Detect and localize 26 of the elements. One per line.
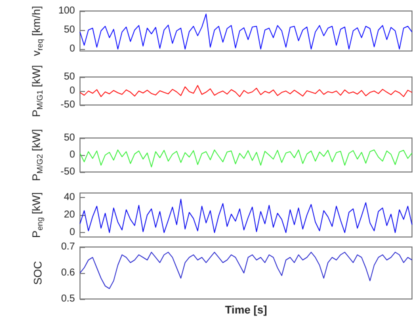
y-tick-label: -50 — [60, 100, 76, 111]
line-series — [80, 14, 412, 50]
y-tick-label: 50 — [64, 24, 76, 36]
y-tick-label: 0.7 — [61, 242, 76, 252]
line-series — [80, 150, 412, 168]
line-series — [80, 85, 412, 98]
y-tick-label: 0 — [69, 44, 76, 55]
y-tick-label: 50 — [64, 72, 76, 82]
y-tick-label: 100 — [58, 6, 76, 16]
y-axis-title: PM/G2 [kW] — [31, 129, 44, 182]
y-axis-title: vreq [km/h] — [31, 6, 44, 56]
y-axis-title: Peng [kW] — [31, 192, 44, 238]
line-series — [80, 252, 412, 289]
y-axis-title: SOC — [32, 261, 44, 285]
y-axis-title: PM/G1 [kW] — [31, 65, 44, 118]
y-tick-label: 0 — [69, 150, 76, 161]
y-tick-label: 0 — [69, 86, 76, 97]
y-tick-label: 40 — [64, 192, 76, 203]
line-series — [80, 198, 412, 233]
y-tick-label: -50 — [60, 166, 76, 178]
y-tick-label: 20 — [64, 210, 76, 220]
y-tick-label: 0.5 — [61, 294, 76, 304]
y-tick-label: 50 — [64, 132, 76, 144]
y-tick-label: 0.6 — [61, 268, 76, 278]
y-tick-label: 0 — [69, 227, 76, 238]
x-axis-title: Time [s] — [225, 304, 268, 316]
